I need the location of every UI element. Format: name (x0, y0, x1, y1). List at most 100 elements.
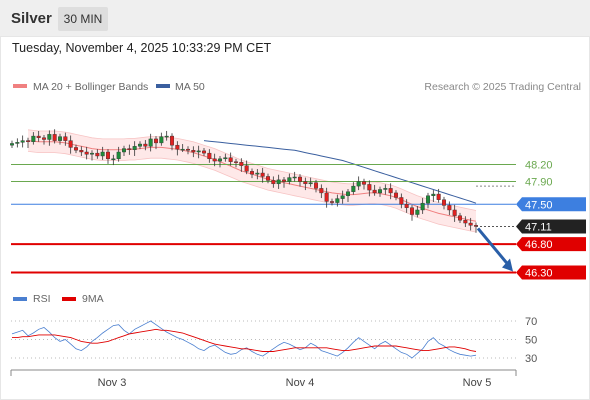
ma20-legend-label: MA 20 + Bollinger Bands (33, 81, 148, 93)
candle-body (95, 152, 100, 157)
candle-body (372, 189, 377, 194)
candle-body (287, 177, 292, 182)
candle-body (340, 195, 345, 199)
chart-datetime: Tuesday, November 4, 2025 10:33:29 PM CE… (12, 41, 272, 55)
candle-body (15, 142, 20, 144)
level-tag-46.30 (516, 265, 586, 280)
candle-body (36, 135, 41, 138)
candle-body (31, 135, 36, 142)
x-tick-label-nov-5: Nov 5 (463, 377, 492, 389)
ma50-line (203, 140, 477, 204)
candle-body (260, 172, 265, 177)
candle-body (298, 176, 303, 182)
candle-body (217, 158, 222, 162)
candle-body (330, 201, 335, 203)
candle-body (463, 220, 468, 224)
candle-body (73, 147, 78, 151)
candle-body (410, 207, 415, 215)
candle-body (458, 215, 463, 221)
candle-body (388, 188, 393, 194)
candle-body (442, 199, 447, 206)
level-tag-46.80 (516, 237, 586, 252)
bollinger-bands (27, 129, 477, 233)
candle-body (175, 144, 180, 150)
candle-body (26, 140, 31, 142)
candle-body (249, 171, 254, 175)
candle-body (452, 209, 457, 216)
candle-body (137, 143, 142, 147)
x-axis: Nov 3 Nov 4 Nov 5 (10, 369, 517, 389)
candle-body (111, 158, 116, 161)
candle-body (196, 150, 201, 153)
rsi-tick-30: 30 (525, 353, 537, 365)
candle-body (89, 152, 94, 155)
last-price-marker: 47.11 (476, 185, 586, 234)
forecast-arrow-head (502, 258, 513, 272)
level-label-46.80: 46.80 (525, 239, 553, 251)
candle-body (42, 137, 47, 140)
level-tag-47.50 (516, 197, 586, 212)
candle-body (207, 152, 212, 160)
candle-body (266, 176, 271, 181)
candle-body (378, 189, 383, 194)
x-tick-label-nov-4: Nov 4 (286, 377, 315, 389)
candle-body (420, 202, 425, 211)
candle-body (223, 157, 228, 160)
symbol-title: Silver (11, 10, 52, 27)
candle-body (148, 138, 153, 147)
candle-body (362, 181, 367, 185)
candle-body (180, 148, 185, 151)
candle-body (159, 136, 164, 144)
last-price-tag (516, 219, 586, 234)
candle-body (276, 179, 281, 185)
x-tick-label-nov-3: Nov 3 (98, 377, 127, 389)
top-bar: Silver 30 MIN (0, 0, 590, 36)
candle-body (271, 180, 276, 185)
candle-body (47, 134, 52, 140)
level-label-47.50: 47.50 (525, 199, 553, 211)
candle-body (319, 188, 324, 194)
candle-body (399, 197, 404, 205)
candle-body (121, 148, 126, 153)
bollinger-lower-line (27, 151, 477, 233)
forecast-arrow (476, 227, 513, 272)
ma20-legend-swatch (13, 84, 27, 88)
research-credit: Research © 2025 Trading Central (424, 81, 581, 93)
candlesticks (9, 129, 479, 233)
candle-body (303, 181, 308, 185)
candle-body (52, 134, 57, 141)
ma9-legend-swatch (62, 297, 76, 301)
candle-body (292, 176, 297, 179)
candle-body (468, 222, 473, 226)
level-label-47.90: 47.90 (525, 177, 553, 189)
candle-body (68, 140, 73, 148)
candle-body (79, 150, 84, 153)
candle-body (431, 193, 436, 196)
timeframe-button[interactable]: 30 MIN (58, 7, 108, 31)
last-price-label: 47.11 (525, 221, 552, 233)
rsi-tick-70: 70 (525, 316, 537, 328)
candle-body (436, 193, 441, 200)
candle-body (169, 135, 174, 146)
bollinger-band-fill (28, 129, 476, 233)
candle-body (244, 165, 249, 172)
candle-body (255, 172, 260, 175)
candle-body (282, 179, 287, 182)
rsi-panel: 70 50 30 (11, 316, 537, 365)
candle-body (447, 205, 452, 211)
candle-body (185, 148, 190, 151)
bollinger-upper-line (27, 129, 477, 211)
candle-body (356, 181, 361, 187)
candle-body (58, 136, 63, 141)
candle-body (394, 192, 399, 198)
candle-body (63, 136, 68, 141)
candle-body (415, 209, 420, 215)
level-label-48.20: 48.20 (525, 160, 553, 172)
candle-body (314, 182, 319, 189)
candle-body (164, 135, 169, 138)
candle-body (116, 151, 121, 160)
candle-body (324, 192, 329, 202)
candle-body (201, 150, 206, 154)
forecast-arrow-shaft (476, 227, 510, 266)
